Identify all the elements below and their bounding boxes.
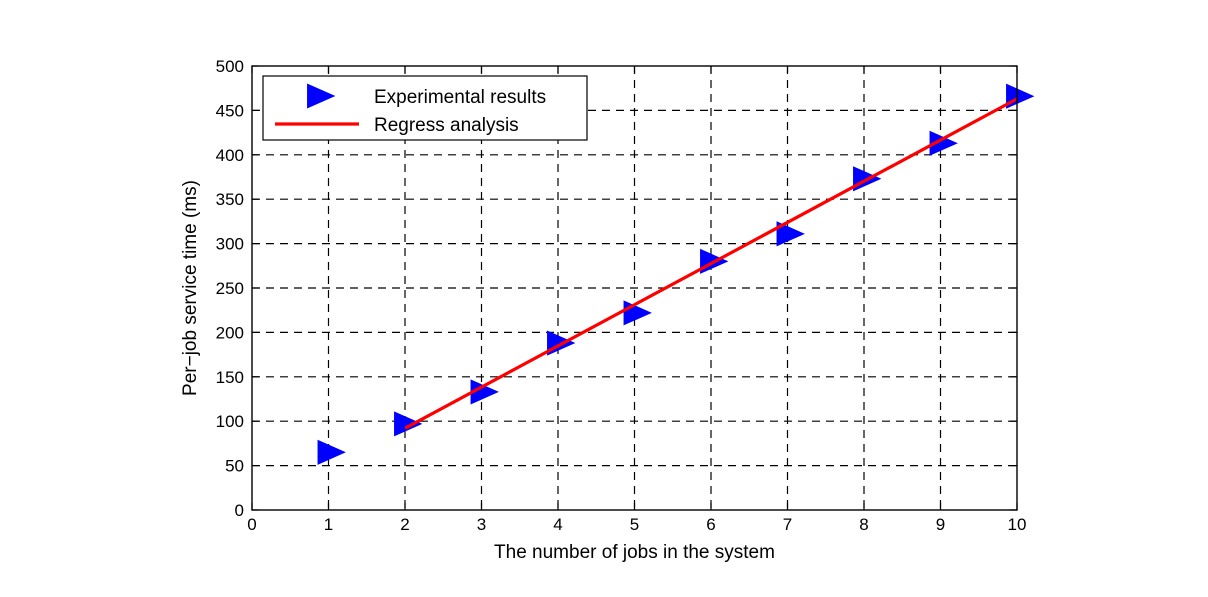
y-tick-label: 500 (216, 57, 244, 76)
data-point (394, 411, 423, 437)
legend-marker-scatter (307, 83, 336, 109)
x-axis-title: The number of jobs in the system (494, 542, 775, 563)
y-tick-label: 450 (216, 101, 244, 120)
legend: Experimental results Regress analysis (262, 75, 588, 141)
legend-box (262, 75, 588, 141)
y-tick-label: 250 (216, 279, 244, 298)
x-tick-label: 1 (324, 515, 333, 534)
y-tick-label: 100 (216, 412, 244, 431)
series-layer (317, 83, 1035, 465)
regression-line (404, 97, 1018, 430)
y-tick-label: 50 (225, 457, 244, 476)
y-tick-label: 350 (216, 190, 244, 209)
data-point (317, 439, 346, 465)
ticks (251, 65, 1018, 511)
x-tick-label: 10 (1008, 515, 1027, 534)
x-tick-label: 4 (553, 515, 562, 534)
x-tick-label: 8 (859, 515, 868, 534)
y-tick-labels: 0 50 100 150 200 250 300 350 400 450 500 (216, 57, 244, 520)
legend-label: Regress analysis (374, 115, 519, 136)
data-point (776, 221, 805, 247)
x-tick-label: 3 (477, 515, 486, 534)
y-tick-label: 200 (216, 323, 244, 342)
y-tick-label: 150 (216, 368, 244, 387)
y-tick-label: 400 (216, 146, 244, 165)
legend-label: Experimental results (374, 87, 546, 108)
x-tick-labels: 0 1 2 3 4 5 6 7 8 9 10 (247, 515, 1026, 534)
y-tick-label: 300 (216, 235, 244, 254)
x-tick-label: 9 (936, 515, 945, 534)
x-tick-label: 7 (783, 515, 792, 534)
x-tick-label: 0 (247, 515, 256, 534)
x-tick-label: 5 (630, 515, 639, 534)
y-tick-label: 0 (235, 501, 244, 520)
x-tick-label: 2 (400, 515, 409, 534)
x-tick-label: 6 (706, 515, 715, 534)
y-axis-title: Per−job service time (ms) (180, 180, 201, 396)
legend-items: Experimental results Regress analysis (275, 83, 546, 136)
